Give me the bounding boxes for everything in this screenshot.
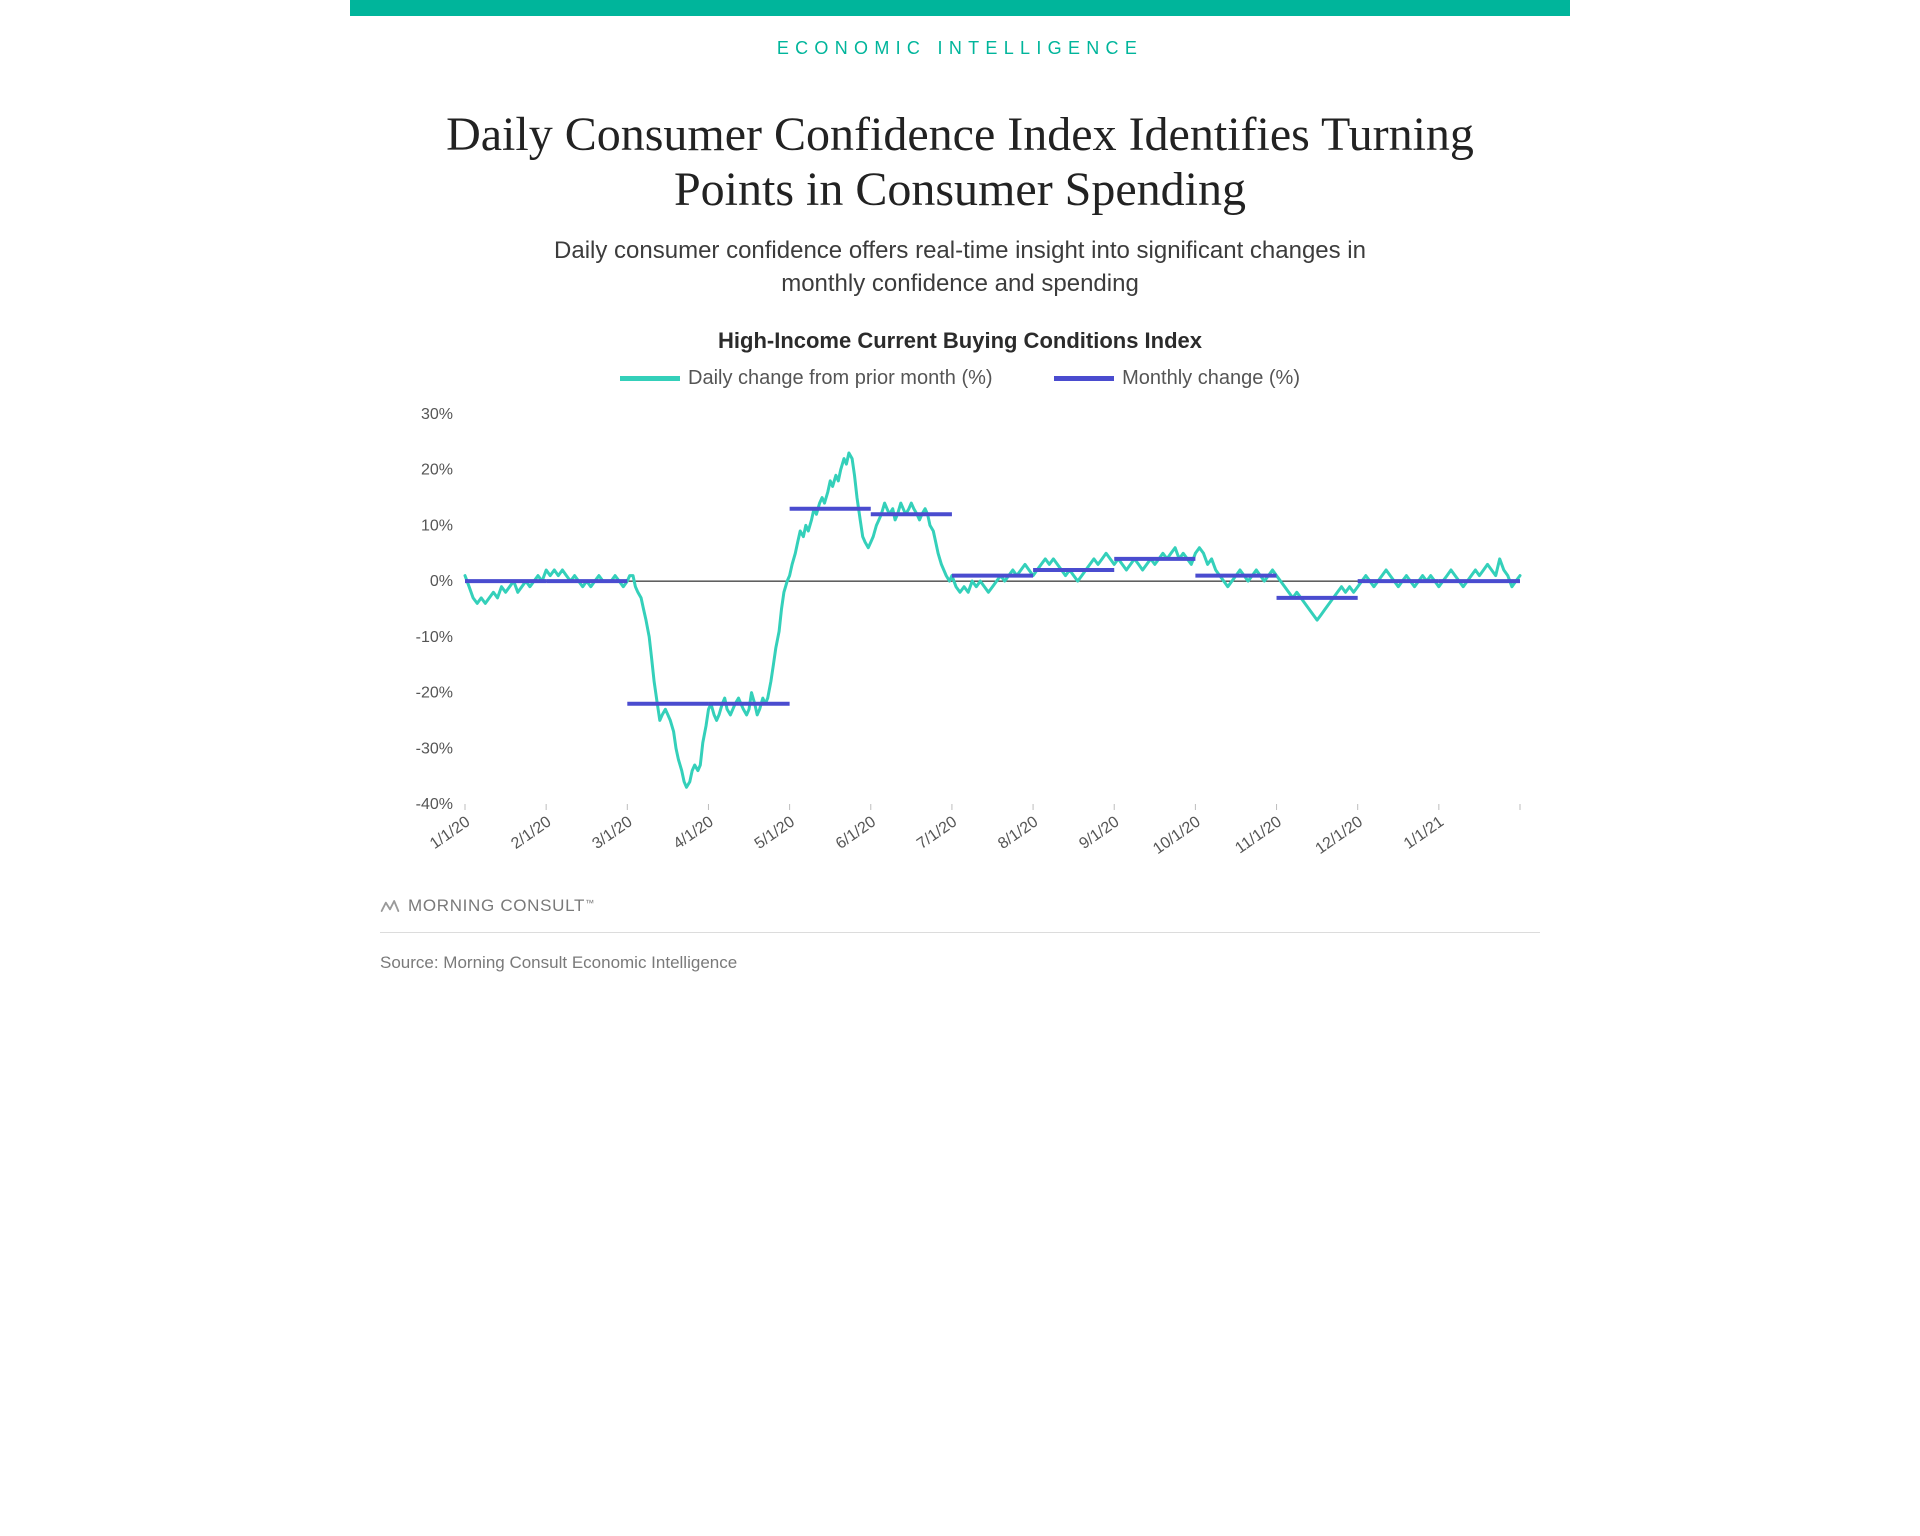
svg-text:7/1/20: 7/1/20 [914, 813, 960, 852]
svg-text:12/1/20: 12/1/20 [1313, 813, 1367, 858]
chart-legend: Daily change from prior month (%) Monthl… [350, 364, 1570, 390]
svg-text:8/1/20: 8/1/20 [995, 813, 1041, 852]
chart-source: Source: Morning Consult Economic Intelli… [380, 932, 1540, 1003]
svg-text:5/1/20: 5/1/20 [752, 813, 798, 852]
legend-swatch-daily [620, 376, 680, 381]
brand-logo-label: MORNING CONSULT [408, 896, 585, 915]
svg-text:4/1/20: 4/1/20 [671, 813, 717, 852]
svg-text:10%: 10% [421, 518, 453, 535]
svg-text:-20%: -20% [416, 685, 453, 702]
svg-text:30%: 30% [421, 406, 453, 423]
svg-text:1/1/21: 1/1/21 [1401, 813, 1447, 852]
svg-text:2/1/20: 2/1/20 [508, 813, 554, 852]
morning-consult-logo-icon [380, 896, 400, 916]
chart-card: ECONOMIC INTELLIGENCE Daily Consumer Con… [350, 0, 1570, 1003]
brand-logo-row: MORNING CONSULT™ [350, 888, 1570, 932]
svg-text:20%: 20% [421, 462, 453, 479]
legend-label-monthly: Monthly change (%) [1122, 367, 1300, 390]
chart-main-title: Daily Consumer Confidence Index Identifi… [430, 107, 1490, 217]
svg-text:11/1/20: 11/1/20 [1232, 813, 1285, 857]
svg-text:-40%: -40% [416, 796, 453, 813]
legend-item-daily: Daily change from prior month (%) [620, 367, 993, 390]
legend-item-monthly: Monthly change (%) [1054, 367, 1300, 390]
svg-text:9/1/20: 9/1/20 [1076, 813, 1122, 852]
chart-svg: 30% 20% 10% 0% -10% -20% -30% -40%1/1/20 2/1/20 3… [380, 404, 1540, 874]
legend-swatch-monthly [1054, 376, 1114, 381]
chart-subtitle: Daily consumer confidence offers real-ti… [510, 235, 1410, 300]
chart-series-title: High-Income Current Buying Conditions In… [350, 328, 1570, 354]
trademark-icon: ™ [585, 898, 595, 908]
kicker: ECONOMIC INTELLIGENCE [350, 38, 1570, 59]
brand-logo-text: MORNING CONSULT™ [408, 896, 595, 916]
svg-text:1/1/20: 1/1/20 [427, 813, 473, 852]
brand-topbar [350, 0, 1570, 16]
svg-text:6/1/20: 6/1/20 [833, 813, 879, 852]
chart-plot-area: 30% 20% 10% 0% -10% -20% -30% -40%1/1/20 2/1/20 3… [380, 404, 1540, 874]
svg-text:3/1/20: 3/1/20 [589, 813, 635, 852]
svg-text:10/1/20: 10/1/20 [1150, 813, 1204, 858]
svg-text:-30%: -30% [416, 740, 453, 757]
svg-text:-10%: -10% [416, 629, 453, 646]
legend-label-daily: Daily change from prior month (%) [688, 367, 993, 390]
svg-text:0%: 0% [430, 573, 453, 590]
